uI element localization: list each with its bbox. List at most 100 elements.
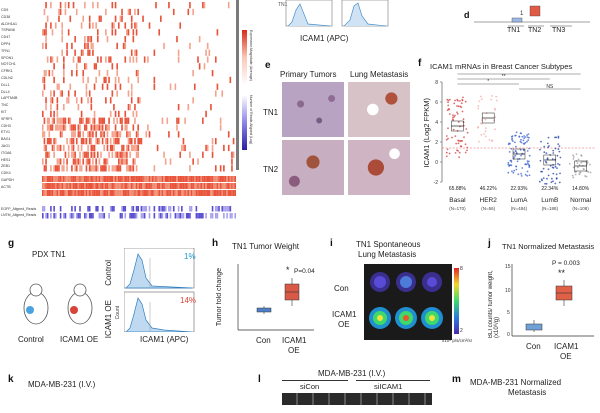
heatmap-cell	[88, 131, 91, 138]
heatmap-cell	[127, 144, 130, 152]
heatmap-cell	[42, 190, 44, 196]
heatmap-cell	[211, 190, 214, 196]
f-sig-label: **	[502, 74, 506, 80]
heatmap-cell	[145, 206, 148, 212]
heatmap-cell	[229, 76, 232, 84]
heatmap-cell	[193, 190, 196, 196]
heatmap-cell	[189, 2, 191, 9]
heatmap-cell	[190, 190, 193, 196]
heatmap-cell	[139, 176, 141, 182]
heatmap-cell	[119, 165, 122, 172]
heatmap-cell	[84, 36, 86, 43]
heatmap-cell	[197, 56, 199, 63]
f-data-point	[547, 168, 550, 171]
heatmap-cell	[105, 76, 107, 84]
heatmap-cell	[53, 151, 55, 158]
heatmap-cell	[216, 183, 219, 189]
heatmap-cell	[132, 110, 135, 118]
heatmap-cell	[53, 176, 55, 182]
heatmap-cell	[63, 117, 65, 124]
heatmap-cell	[106, 36, 109, 43]
heatmap-cell	[100, 124, 102, 131]
heatmap-cell	[161, 176, 164, 182]
heatmap-cell	[166, 183, 169, 189]
heatmap-cell	[203, 190, 206, 196]
heatmap-cell	[137, 8, 139, 16]
heatmap-cell	[100, 151, 102, 158]
heatmap-cell	[205, 190, 207, 196]
heatmap-cell	[109, 190, 112, 196]
f-data-point	[466, 131, 469, 134]
panel-j-letter: j	[488, 238, 491, 249]
heatmap-cell	[80, 165, 83, 172]
heatmap-cell	[179, 151, 182, 158]
heatmap-cell	[106, 83, 109, 90]
heatmap-cell	[139, 190, 141, 196]
heatmap-cell	[71, 70, 73, 77]
heatmap-cell	[61, 49, 64, 56]
heatmap-cell	[54, 176, 57, 182]
heatmap-cell	[151, 183, 154, 189]
heatmap-cell	[45, 22, 47, 29]
heatmap-cell	[46, 15, 49, 22]
heatmap-cell	[164, 213, 167, 219]
heatmap-cell	[189, 176, 191, 182]
heatmap-cell	[121, 190, 123, 196]
heatmap-cell	[177, 104, 180, 111]
heatmap-cell	[227, 190, 230, 196]
heatmap-cell	[129, 165, 131, 172]
heatmap-cell	[148, 206, 151, 212]
heatmap-cell	[69, 176, 72, 182]
heatmap-cell	[85, 151, 88, 158]
heatmap-cell	[206, 190, 209, 196]
heatmap-cell	[210, 176, 212, 182]
heatmap-cell	[202, 183, 204, 189]
f-data-point	[484, 135, 487, 138]
f-data-point	[484, 118, 487, 121]
heatmap-cell	[108, 124, 110, 131]
heatmap-cell	[116, 90, 118, 97]
heatmap-cell	[174, 176, 177, 182]
heatmap-cell	[179, 176, 182, 182]
heatmap-cell	[139, 97, 141, 104]
f-data-point	[579, 171, 581, 174]
heatmap-cell	[155, 176, 157, 182]
heatmap-cell	[223, 176, 225, 182]
heatmap-cell	[88, 117, 91, 124]
panel-d-xlabel: ICAM1 (APC)	[300, 34, 349, 43]
heatmap-cell	[172, 206, 175, 212]
f-data-point	[445, 135, 448, 137]
heatmap-cell	[85, 183, 88, 189]
heatmap-cell	[63, 158, 65, 165]
heatmap-cell	[77, 158, 80, 165]
heatmap-cell	[100, 131, 102, 138]
heatmap-cell	[103, 144, 106, 152]
heatmap-cell	[129, 176, 131, 182]
heatmap-cell	[87, 49, 89, 56]
heatmap-cell	[127, 90, 130, 97]
heatmap-cell	[45, 104, 47, 111]
heatmap-cell	[206, 42, 209, 50]
expression-heatmap	[42, 0, 236, 219]
heatmap-cell	[179, 183, 182, 189]
heatmap-cell	[135, 176, 138, 182]
flow-histogram-partial: TN1	[278, 0, 389, 27]
heatmap-cell	[108, 190, 110, 196]
heatmap-cell	[137, 138, 139, 145]
heatmap-cell	[127, 190, 130, 196]
panel-h-cat-con: Con	[256, 336, 271, 345]
heatmap-cell	[148, 22, 151, 29]
f-category-label: LumA	[511, 197, 529, 204]
panel-l-bracket-1	[282, 380, 348, 381]
heatmap-cell	[80, 49, 83, 56]
heatmap-cell	[135, 165, 138, 172]
heatmap-cell	[75, 138, 78, 145]
heatmap-cell	[74, 124, 76, 131]
heatmap-cell	[85, 124, 88, 131]
heatmap-cell	[88, 15, 91, 22]
panel-k-text: MDA-MB-231 (I.V.)	[28, 380, 96, 389]
heatmap-cell	[43, 29, 46, 36]
heatmap-cell	[69, 83, 72, 90]
heatmap-cell	[67, 144, 70, 152]
heatmap-cell	[59, 124, 62, 131]
